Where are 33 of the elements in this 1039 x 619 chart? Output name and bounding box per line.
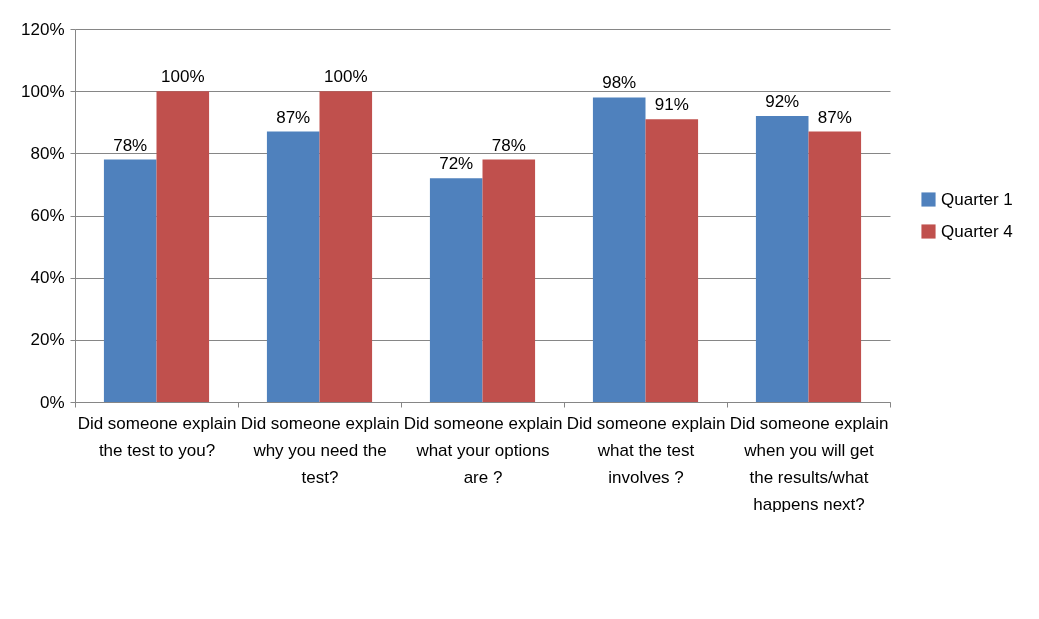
bar [156,91,210,402]
data-label: 87% [276,107,311,127]
y-tick-label: 0% [39,392,65,412]
x-tick-label: Did someone explain what the test involves ? [566,413,726,487]
data-label: 78% [491,135,526,155]
bar [645,119,699,402]
x-tick-label: Did someone explain the test to you? [77,413,237,460]
legend-label: Quarter 4 [941,221,1013,241]
y-tick-label: 80% [30,143,65,163]
bar [319,91,373,402]
x-tick-label: Did someone explain why you need the test? [240,413,400,487]
bar [592,97,646,402]
data-label: 92% [765,92,800,112]
x-tick-label: Did someone explain what your options are ? [403,413,563,487]
data-label: 78% [113,135,148,155]
y-tick-label: 40% [30,268,65,288]
bar [266,131,320,402]
data-label: 72% [439,154,474,174]
data-label: 98% [602,73,637,93]
y-tick-label: 100% [21,81,65,101]
y-tick-label: 60% [30,206,65,225]
data-label: 100% [324,67,368,87]
bar [755,116,809,402]
legend-label: Quarter 1 [941,189,1013,209]
y-tick-label: 120% [21,19,65,39]
data-label: 87% [817,107,852,127]
bar [103,159,157,402]
data-label: 91% [654,95,689,115]
bar [482,159,536,402]
y-tick-label: 20% [30,330,65,350]
data-label: 100% [161,67,205,87]
bar [429,178,483,402]
bar [808,131,862,402]
